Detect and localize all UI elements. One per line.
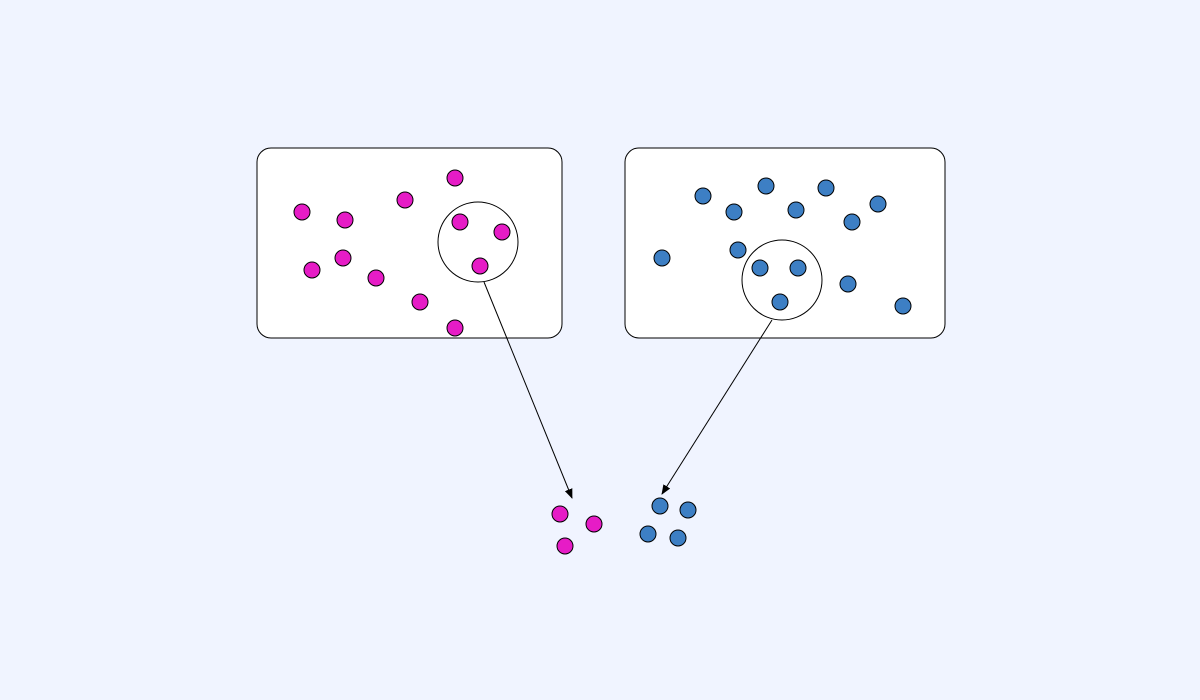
- dot: [447, 170, 463, 186]
- dot: [772, 294, 788, 310]
- dot: [758, 178, 774, 194]
- dot: [726, 204, 742, 220]
- left-population-box: [257, 148, 562, 338]
- dot: [397, 192, 413, 208]
- dot: [304, 262, 320, 278]
- dot: [752, 260, 768, 276]
- dot: [895, 298, 911, 314]
- background: [0, 0, 1200, 700]
- dot: [452, 214, 468, 230]
- dot: [870, 196, 886, 212]
- dot: [586, 516, 602, 532]
- dot: [337, 212, 353, 228]
- dot: [335, 250, 351, 266]
- dot: [552, 506, 568, 522]
- dot: [447, 320, 463, 336]
- dot: [730, 242, 746, 258]
- dot: [472, 258, 488, 274]
- dot: [840, 276, 856, 292]
- dot: [640, 526, 656, 542]
- dot: [494, 224, 510, 240]
- dot: [680, 502, 696, 518]
- dot: [654, 250, 670, 266]
- dot: [670, 530, 686, 546]
- dot: [412, 294, 428, 310]
- dot: [790, 260, 806, 276]
- dot: [844, 214, 860, 230]
- sampling-diagram: [0, 0, 1200, 700]
- dot: [557, 538, 573, 554]
- dot: [818, 180, 834, 196]
- dot: [368, 270, 384, 286]
- dot: [788, 202, 804, 218]
- dot: [652, 498, 668, 514]
- dot: [294, 204, 310, 220]
- dot: [695, 188, 711, 204]
